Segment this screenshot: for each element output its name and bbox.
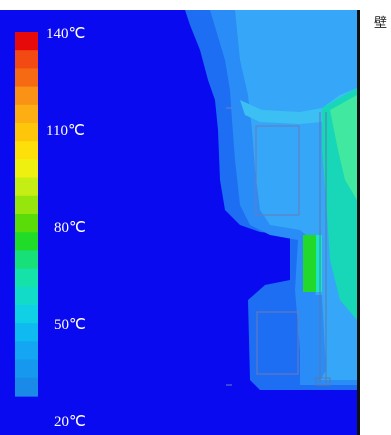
- legend-swatch: [15, 32, 38, 51]
- radiator-glow: [316, 235, 322, 292]
- wall: [357, 10, 360, 435]
- pipe-bottom: [315, 377, 331, 386]
- legend-swatch: [15, 141, 38, 160]
- lower-panel-outline: [256, 311, 299, 375]
- legend-swatch: [15, 305, 38, 324]
- legend-swatch: [15, 214, 38, 233]
- legend-label-140: 140℃: [46, 26, 86, 42]
- legend-swatch: [15, 177, 38, 197]
- wall-label: 壁: [374, 16, 388, 31]
- legend-swatch: [15, 123, 38, 142]
- legend-swatch: [15, 68, 38, 88]
- radiator-hotspot: [303, 235, 316, 292]
- legend-label-110: 110℃: [46, 123, 85, 139]
- wall-green-strip: [330, 95, 357, 200]
- legend-swatch: [15, 250, 38, 270]
- legend-swatch: [15, 341, 38, 361]
- legend-label-80: 80℃: [54, 220, 86, 236]
- legend-swatch: [15, 50, 38, 69]
- legend-swatch: [15, 359, 38, 379]
- legend-swatch: [15, 286, 38, 306]
- legend-swatch: [15, 104, 38, 124]
- legend-swatch: [15, 377, 38, 397]
- legend-swatch: [15, 159, 38, 179]
- legend-swatch: [15, 268, 38, 288]
- legend-swatch: [15, 86, 38, 106]
- color-legend-bar: [15, 32, 38, 397]
- lower-plume: [300, 295, 326, 385]
- legend-swatch: [15, 195, 38, 215]
- legend-swatch: [15, 232, 38, 251]
- upper-panel-outline: [255, 125, 300, 216]
- legend-label-50: 50℃: [54, 317, 86, 333]
- legend-swatch: [15, 323, 38, 342]
- legend-label-20: 20℃: [54, 414, 86, 430]
